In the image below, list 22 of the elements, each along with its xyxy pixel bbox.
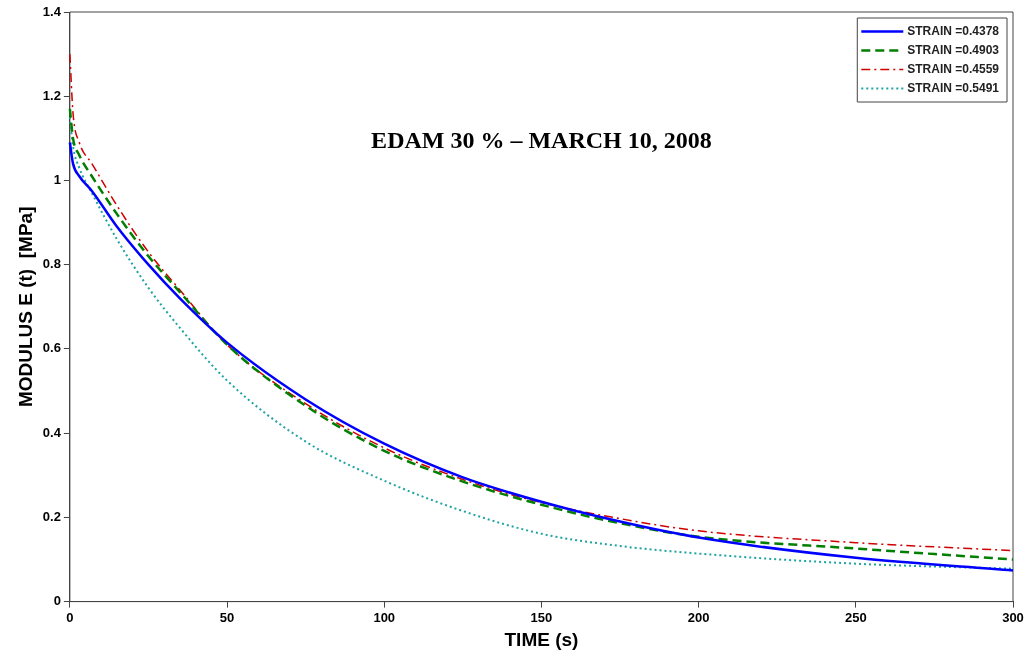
y-tick-label: 0.8: [42, 256, 61, 272]
x-axis-title: TIME (s): [504, 628, 579, 650]
y-axis-title: MODULUS E (t) [MPa]: [14, 206, 36, 408]
legend-label: STRAIN =0.4378: [907, 23, 1000, 38]
y-tick-label: 1.2: [42, 87, 61, 103]
legend-label: STRAIN =0.4903: [907, 42, 1000, 57]
y-tick-label: 0.2: [42, 508, 61, 524]
legend-label: STRAIN =0.4559: [907, 61, 1000, 76]
x-tick-label: 250: [844, 609, 867, 625]
x-tick-label: 150: [530, 609, 553, 625]
x-tick-label: 0: [66, 609, 74, 625]
x-tick-label: 200: [687, 609, 710, 625]
y-tick-label: 0: [53, 593, 61, 609]
text: EDAM 30 % – MARCH 10, 2008: [371, 127, 712, 154]
y-tick-label: 0.4: [42, 424, 62, 440]
x-tick-label: 300: [1002, 609, 1024, 625]
y-tick-label: 0.6: [42, 340, 61, 356]
x-tick-label: 50: [219, 609, 235, 625]
legend-label: STRAIN =0.5491: [907, 80, 1000, 95]
x-tick-label: 100: [373, 609, 396, 625]
y-tick-label: 1: [53, 172, 61, 188]
y-tick-label: 1.4: [42, 3, 62, 19]
